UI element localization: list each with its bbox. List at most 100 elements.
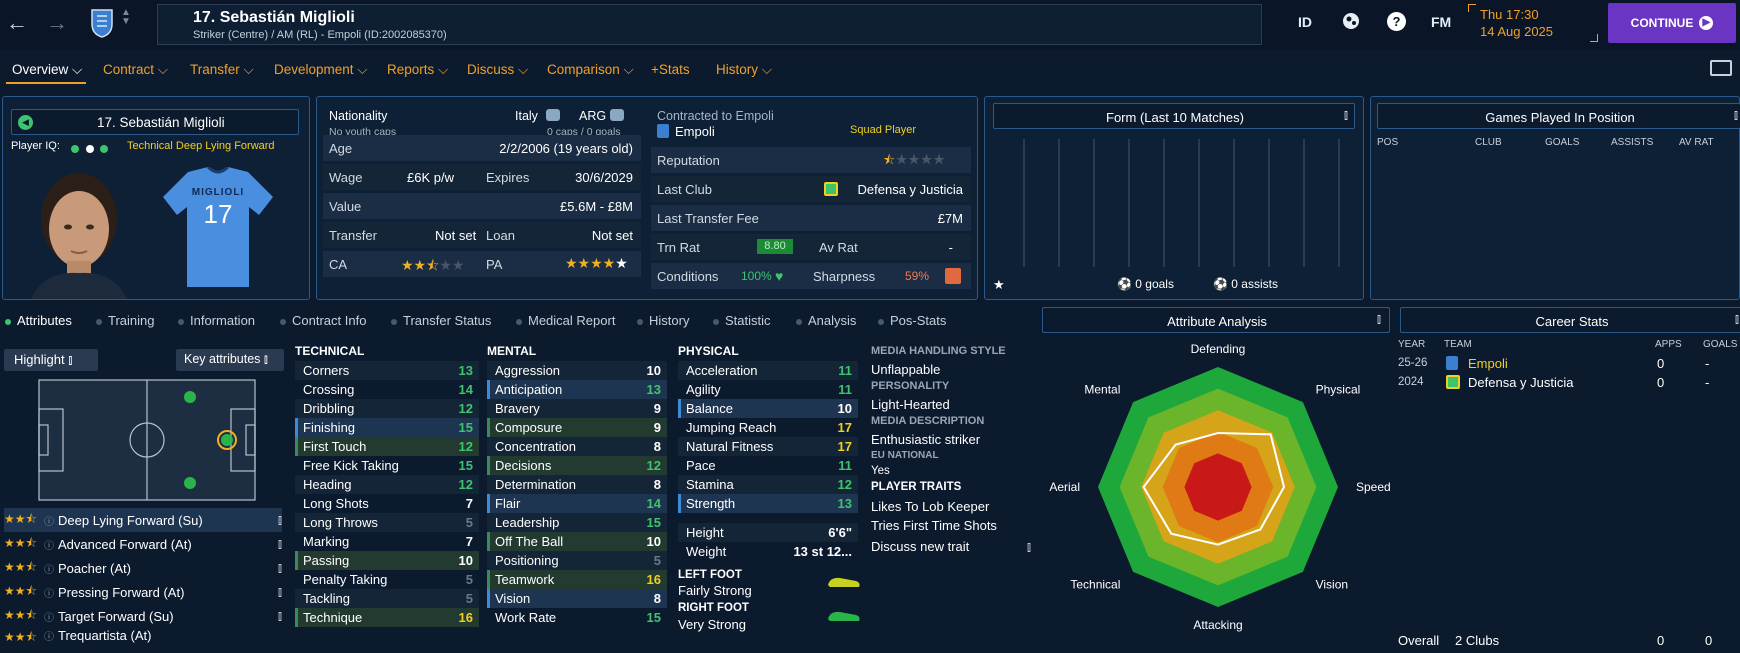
continue-button[interactable]: CONTINUE ▶ bbox=[1608, 3, 1736, 43]
col-year[interactable]: YEAR bbox=[1398, 339, 1426, 350]
wage-label: Wage bbox=[329, 170, 363, 185]
attribute-row[interactable]: Positioning 5 bbox=[487, 551, 667, 570]
col-apps[interactable]: APPS bbox=[1655, 339, 1682, 350]
positions-title-bar[interactable]: Games Played In Position ⫾ bbox=[1377, 103, 1740, 129]
tab-training[interactable]: Training bbox=[96, 313, 154, 328]
attribute-row[interactable]: Long Shots 7 bbox=[295, 494, 479, 513]
attribute-row[interactable]: Penalty Taking 5 bbox=[295, 570, 479, 589]
collapse-icon[interactable]: ⫾ bbox=[1376, 311, 1381, 326]
attribute-row[interactable]: Off The Ball 10 bbox=[487, 532, 667, 551]
highlight-dropdown[interactable]: Highlight ⫾ bbox=[4, 349, 98, 371]
role-row[interactable]: ★★⯪ ⓘ Deep Lying Forward (Su) ⫾ bbox=[4, 508, 282, 532]
back-icon[interactable]: ← bbox=[6, 10, 28, 35]
form-title-bar[interactable]: Form (Last 10 Matches) ⫾ bbox=[993, 103, 1355, 129]
attribute-row[interactable]: Vision 8 bbox=[487, 589, 667, 608]
discuss-trait-button[interactable]: Discuss new trait ⫾ bbox=[871, 539, 1031, 554]
tab-history[interactable]: History bbox=[637, 313, 689, 328]
menu-contract[interactable]: Contract ⌵ bbox=[103, 62, 169, 77]
id-button[interactable]: ID bbox=[1298, 14, 1312, 30]
attribute-row[interactable]: Stamina 12 bbox=[678, 475, 858, 494]
help-icon[interactable]: ? bbox=[1387, 12, 1406, 31]
attribute-row[interactable]: Crossing 14 bbox=[295, 380, 479, 399]
collapse-icon[interactable]: ⫾ bbox=[1343, 107, 1348, 122]
contract-club[interactable]: Empoli bbox=[675, 124, 715, 139]
attribute-row[interactable]: Marking 7 bbox=[295, 532, 479, 551]
attribute-row[interactable]: Technique 16 bbox=[295, 608, 479, 627]
role-row[interactable]: ★★⯪ ⓘ Trequartista (At) bbox=[4, 628, 152, 644]
attribute-row[interactable]: Heading 12 bbox=[295, 475, 479, 494]
menu-comparison[interactable]: Comparison ⌵ bbox=[547, 62, 634, 77]
trait-item[interactable]: Tries First Time Shots bbox=[871, 518, 997, 533]
attribute-row[interactable]: Agility 11 bbox=[678, 380, 858, 399]
role-row[interactable]: ★★⯪ ⓘ Advanced Forward (At) ⫾ bbox=[4, 535, 282, 552]
attribute-row[interactable]: Teamwork 16 bbox=[487, 570, 667, 589]
col-pos[interactable]: POS bbox=[1377, 137, 1399, 148]
tab-pos-stats[interactable]: Pos-Stats bbox=[878, 313, 946, 328]
attribute-row[interactable]: Pace 11 bbox=[678, 456, 858, 475]
tab-attributes[interactable]: Attributes bbox=[5, 313, 72, 328]
attribute-row[interactable]: Jumping Reach 17 bbox=[678, 418, 858, 437]
collapse-icon[interactable]: ⫾ bbox=[1733, 107, 1738, 122]
col-goals[interactable]: GOALS bbox=[1545, 137, 1580, 148]
globe-icon[interactable] bbox=[1342, 12, 1360, 33]
club-crest-icon[interactable] bbox=[90, 8, 114, 38]
col-assists[interactable]: ASSISTS bbox=[1611, 137, 1654, 148]
attribute-row[interactable]: Concentration 8 bbox=[487, 437, 667, 456]
collapse-icon[interactable]: ⫾ bbox=[1734, 311, 1739, 326]
attribute-row[interactable]: Leadership 15 bbox=[487, 513, 667, 532]
menu-history[interactable]: History ⌵ bbox=[716, 62, 772, 77]
col-club[interactable]: CLUB bbox=[1475, 137, 1502, 148]
attribute-row[interactable]: Long Throws 5 bbox=[295, 513, 479, 532]
attribute-row[interactable]: Tackling 5 bbox=[295, 589, 479, 608]
attribute-row[interactable]: Free Kick Taking 15 bbox=[295, 456, 479, 475]
attribute-row[interactable]: Natural Fitness 17 bbox=[678, 437, 858, 456]
attribute-row[interactable]: Finishing 15 bbox=[295, 418, 479, 437]
attribute-row[interactable]: First Touch 12 bbox=[295, 437, 479, 456]
game-clock[interactable]: Thu 17:30 14 Aug 2025 bbox=[1480, 6, 1553, 40]
attribute-row[interactable]: Decisions 12 bbox=[487, 456, 667, 475]
attribute-row[interactable]: Acceleration 11 bbox=[678, 361, 858, 380]
key-attributes-dropdown[interactable]: Key attributes ⫾ bbox=[176, 349, 284, 371]
attribute-row[interactable]: Bravery 9 bbox=[487, 399, 667, 418]
updown-icon[interactable]: ▲ ▼ bbox=[121, 7, 131, 27]
attribute-row[interactable]: Composure 9 bbox=[487, 418, 667, 437]
attribute-row[interactable]: Flair 14 bbox=[487, 494, 667, 513]
menu-overview[interactable]: Overview ⌵ bbox=[12, 62, 83, 77]
tab-statistic[interactable]: Statistic bbox=[713, 313, 771, 328]
tab-transfer-status[interactable]: Transfer Status bbox=[391, 313, 491, 328]
attribute-row[interactable]: Dribbling 12 bbox=[295, 399, 479, 418]
player-search-box[interactable]: 17. Sebastián Miglioli Striker (Centre) … bbox=[157, 4, 1262, 45]
attribute-row[interactable]: Passing 10 bbox=[295, 551, 479, 570]
tab-analysis[interactable]: Analysis bbox=[796, 313, 856, 328]
attribute-row[interactable]: Strength 13 bbox=[678, 494, 858, 513]
table-row[interactable]: 25-26 Empoli 0 - bbox=[1398, 356, 1710, 371]
trait-item[interactable]: Likes To Lob Keeper bbox=[871, 499, 990, 514]
col-av-rat[interactable]: AV RAT bbox=[1679, 137, 1714, 148]
attribute-row[interactable]: Aggression 10 bbox=[487, 361, 667, 380]
tab-information[interactable]: Information bbox=[178, 313, 255, 328]
col-goals[interactable]: GOALS bbox=[1703, 339, 1738, 350]
role-row[interactable]: ★★⯪ ⓘ Poacher (At) ⫾ bbox=[4, 559, 282, 576]
menu-discuss[interactable]: Discuss ⌵ bbox=[467, 62, 529, 77]
fm-button[interactable]: FM bbox=[1431, 14, 1452, 30]
menu-reports[interactable]: Reports ⌵ bbox=[387, 62, 449, 77]
tab-medical-report[interactable]: Medical Report bbox=[516, 313, 615, 328]
attribute-row[interactable]: Anticipation 13 bbox=[487, 380, 667, 399]
attribute-row[interactable]: Corners 13 bbox=[295, 361, 479, 380]
career-title-bar[interactable]: Career Stats ⫾ bbox=[1400, 307, 1740, 333]
attribute-row[interactable]: Determination 8 bbox=[487, 475, 667, 494]
last-club-value[interactable]: Defensa y Justicia bbox=[857, 182, 964, 197]
attribute-row[interactable]: Work Rate 15 bbox=[487, 608, 667, 627]
monitor-icon[interactable] bbox=[1710, 60, 1732, 76]
forward-icon[interactable]: → bbox=[46, 10, 68, 35]
role-row[interactable]: ★★⯪ ⓘ Pressing Forward (At) ⫾ bbox=[4, 583, 282, 600]
menu-stats[interactable]: +Stats bbox=[651, 62, 690, 77]
col-team[interactable]: TEAM bbox=[1444, 339, 1472, 350]
analysis-title-bar[interactable]: Attribute Analysis ⫾ bbox=[1042, 307, 1390, 333]
attribute-row[interactable]: Balance 10 bbox=[678, 399, 858, 418]
menu-transfer[interactable]: Transfer ⌵ bbox=[190, 62, 254, 77]
table-row[interactable]: 2024 Defensa y Justicia 0 - bbox=[1398, 375, 1710, 390]
tab-contract-info[interactable]: Contract Info bbox=[280, 313, 366, 328]
role-row[interactable]: ★★⯪ ⓘ Target Forward (Su) ⫾ bbox=[4, 607, 282, 624]
menu-development[interactable]: Development ⌵ bbox=[274, 62, 368, 77]
